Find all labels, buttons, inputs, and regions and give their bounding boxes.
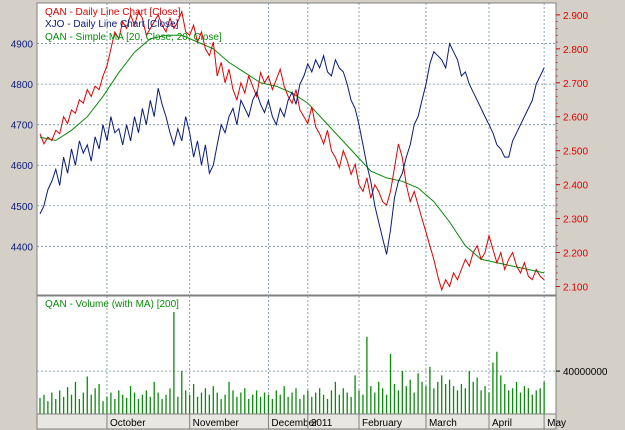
- x-tick-label: October: [110, 418, 146, 429]
- left-tick-label: 4700: [11, 121, 34, 132]
- x-tick-label: May: [547, 418, 566, 429]
- right-tick-label: 2.800: [563, 45, 588, 56]
- price-left-ticks: 4400 4500 4600 4700 4800 4900: [11, 40, 34, 254]
- left-tick-label: 4600: [11, 161, 34, 172]
- legend-qan-volume: QAN - Volume (with MA) [200]: [45, 299, 179, 310]
- price-plot-area: [36, 2, 557, 296]
- legend-qan-ma: QAN - Simple MA [20, Close, 20, Close]: [45, 32, 222, 43]
- x-tick-label: April: [492, 418, 512, 429]
- x-tick-label: March: [429, 418, 457, 429]
- right-tick-label: 2.200: [563, 249, 588, 260]
- x-tick-label: December: [271, 418, 318, 429]
- volume-right-ticks: 40000000: [556, 367, 608, 378]
- legend-qan-close: QAN - Daily Line Chart [Close]: [45, 7, 181, 18]
- qan-close-line: [39, 9, 545, 292]
- price-right-ticks: 2.100 2.200 2.300 2.400 2.500 2.600 2.700 2.800…: [556, 11, 588, 294]
- left-tick-label: 4500: [11, 202, 34, 213]
- right-tick-label: 2.400: [563, 181, 588, 192]
- legend-xjo-close: XJO - Daily Line Chart [Close]: [45, 19, 179, 30]
- right-tick-label: 2.100: [563, 283, 588, 294]
- volume-panel: 40000000 QAN - Volume (with MA) [200]: [36, 295, 608, 415]
- left-tick-label: 4900: [11, 40, 34, 51]
- x-tick-label: 2011: [311, 418, 333, 429]
- price-legend: QAN - Daily Line Chart [Close] XJO - Dai…: [45, 7, 222, 43]
- price-panel: 4400 4500 4600 4700 4800 4900 2.100 2.200 2.300…: [11, 2, 588, 296]
- price-series: [39, 9, 545, 292]
- right-tick-label: 2.900: [563, 11, 588, 22]
- volume-bars: [39, 312, 545, 414]
- left-tick-label: 4400: [11, 242, 34, 253]
- xjo-close-line: [39, 41, 545, 255]
- right-tick-label: 2.600: [563, 113, 588, 124]
- left-tick-label: 4800: [11, 80, 34, 91]
- right-tick-label: 2.700: [563, 79, 588, 90]
- x-tick-label: February: [362, 418, 402, 429]
- volume-tick-label: 40000000: [563, 367, 608, 378]
- right-tick-label: 2.500: [563, 147, 588, 158]
- right-tick-label: 2.300: [563, 215, 588, 226]
- x-tick-label: November: [193, 418, 240, 429]
